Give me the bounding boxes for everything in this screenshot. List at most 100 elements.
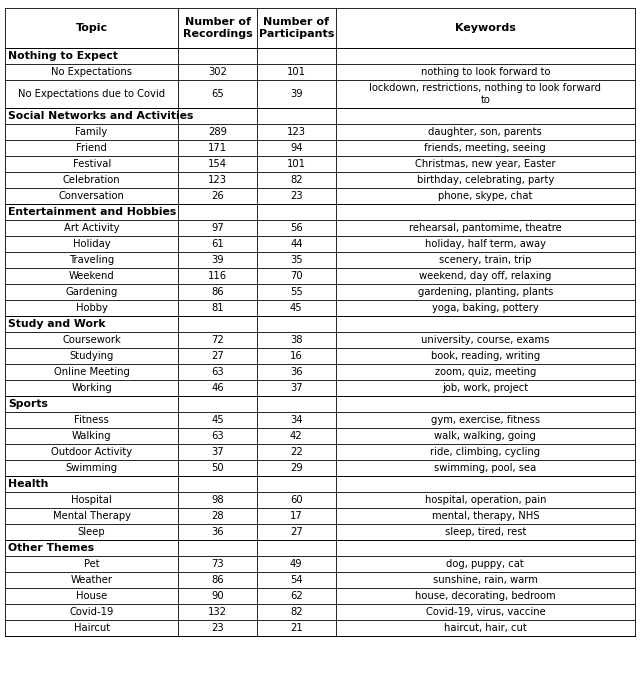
Text: holiday, half term, away: holiday, half term, away [425,239,546,249]
Text: 21: 21 [290,623,303,633]
Text: Covid-19, virus, vaccine: Covid-19, virus, vaccine [426,607,545,617]
Text: Gardening: Gardening [65,287,118,297]
Text: Health: Health [8,479,49,489]
Text: 26: 26 [211,191,224,201]
Text: 289: 289 [208,127,227,137]
Text: friends, meeting, seeing: friends, meeting, seeing [424,143,547,153]
Text: 23: 23 [211,623,224,633]
Text: swimming, pool, sea: swimming, pool, sea [435,463,536,473]
Text: lockdown, restrictions, nothing to look forward
to: lockdown, restrictions, nothing to look … [369,83,602,105]
Text: daughter, son, parents: daughter, son, parents [429,127,542,137]
Text: yoga, baking, pottery: yoga, baking, pottery [432,303,539,313]
Text: 98: 98 [211,495,224,505]
Text: Conversation: Conversation [59,191,125,201]
Text: No Expectations due to Covid: No Expectations due to Covid [18,89,165,99]
Text: 36: 36 [290,367,303,377]
Text: birthday, celebrating, party: birthday, celebrating, party [417,175,554,185]
Text: Festival: Festival [72,159,111,169]
Text: 46: 46 [211,383,224,393]
Text: Weekend: Weekend [68,271,115,281]
Text: 86: 86 [211,575,224,585]
Text: 97: 97 [211,223,224,233]
Text: 27: 27 [211,351,224,361]
Text: Haircut: Haircut [74,623,109,633]
Text: Traveling: Traveling [69,255,115,265]
Text: 35: 35 [290,255,303,265]
Text: 81: 81 [211,303,224,313]
Text: Outdoor Activity: Outdoor Activity [51,447,132,457]
Text: 37: 37 [211,447,224,457]
Text: Walking: Walking [72,431,111,441]
Text: Weather: Weather [70,575,113,585]
Text: 60: 60 [290,495,303,505]
Text: book, reading, writing: book, reading, writing [431,351,540,361]
Text: 63: 63 [211,431,224,441]
Text: gardening, planting, plants: gardening, planting, plants [418,287,553,297]
Text: 82: 82 [290,607,303,617]
Text: 123: 123 [287,127,306,137]
Text: 82: 82 [290,175,303,185]
Text: 73: 73 [211,559,224,569]
Text: 61: 61 [211,239,224,249]
Text: 154: 154 [208,159,227,169]
Text: Entertainment and Hobbies: Entertainment and Hobbies [8,207,176,217]
Text: gym, exercise, fitness: gym, exercise, fitness [431,415,540,425]
Text: Social Networks and Activities: Social Networks and Activities [8,111,193,121]
Text: No Expectations: No Expectations [51,67,132,77]
Text: 62: 62 [290,591,303,601]
Text: 45: 45 [290,303,303,313]
Text: 72: 72 [211,335,224,345]
Text: 38: 38 [290,335,303,345]
Text: Family: Family [76,127,108,137]
Text: 63: 63 [211,367,224,377]
Text: Covid-19: Covid-19 [69,607,114,617]
Text: Studying: Studying [69,351,114,361]
Text: 28: 28 [211,511,224,521]
Text: Hobby: Hobby [76,303,108,313]
Text: Topic: Topic [76,23,108,33]
Text: Study and Work: Study and Work [8,319,106,329]
Text: 34: 34 [290,415,303,425]
Text: Nothing to Expect: Nothing to Expect [8,51,118,61]
Text: 86: 86 [211,287,224,297]
Text: 23: 23 [290,191,303,201]
Text: scenery, train, trip: scenery, train, trip [439,255,532,265]
Text: Sleep: Sleep [78,527,106,537]
Text: 45: 45 [211,415,224,425]
Text: Friend: Friend [76,143,107,153]
Text: 55: 55 [290,287,303,297]
Text: 94: 94 [290,143,303,153]
Text: Christmas, new year, Easter: Christmas, new year, Easter [415,159,556,169]
Text: sunshine, rain, warm: sunshine, rain, warm [433,575,538,585]
Text: 42: 42 [290,431,303,441]
Text: 116: 116 [208,271,227,281]
Text: Celebration: Celebration [63,175,120,185]
Text: 29: 29 [290,463,303,473]
Text: university, course, exams: university, course, exams [421,335,550,345]
Text: 37: 37 [290,383,303,393]
Text: Mental Therapy: Mental Therapy [52,511,131,521]
Text: Swimming: Swimming [65,463,118,473]
Text: mental, therapy, NHS: mental, therapy, NHS [431,511,539,521]
Text: Online Meeting: Online Meeting [54,367,129,377]
Text: 36: 36 [211,527,224,537]
Text: walk, walking, going: walk, walking, going [435,431,536,441]
Text: House: House [76,591,108,601]
Text: Holiday: Holiday [73,239,111,249]
Text: Coursework: Coursework [62,335,121,345]
Text: dog, puppy, cat: dog, puppy, cat [447,559,524,569]
Text: 54: 54 [290,575,303,585]
Text: Fitness: Fitness [74,415,109,425]
Text: 171: 171 [208,143,227,153]
Text: 101: 101 [287,67,306,77]
Text: 132: 132 [208,607,227,617]
Text: 44: 44 [290,239,303,249]
Text: 39: 39 [290,89,303,99]
Text: 70: 70 [290,271,303,281]
Text: 302: 302 [208,67,227,77]
Text: 123: 123 [208,175,227,185]
Text: 56: 56 [290,223,303,233]
Text: hospital, operation, pain: hospital, operation, pain [424,495,546,505]
Text: 17: 17 [290,511,303,521]
Text: Working: Working [71,383,112,393]
